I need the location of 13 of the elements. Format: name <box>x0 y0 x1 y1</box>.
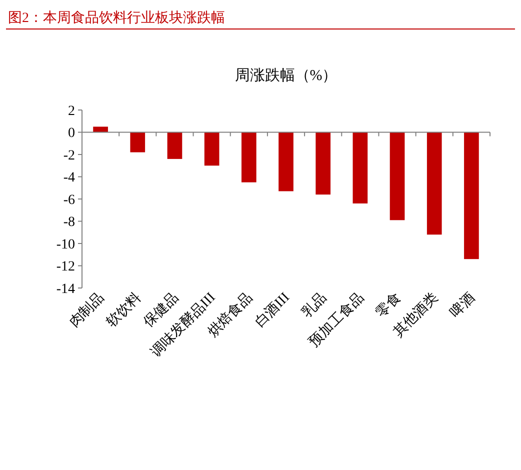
y-tick-label: -10 <box>56 237 75 252</box>
y-tick-label: 2 <box>68 104 75 119</box>
y-tick-label: -8 <box>63 215 75 230</box>
x-tick-label: 零食 <box>372 290 404 321</box>
y-tick-label: -2 <box>63 148 75 164</box>
chart-subtitle: 周涨跌幅（%） <box>234 67 338 84</box>
y-tick-label: -12 <box>56 260 75 275</box>
x-tick-label: 啤酒 <box>447 290 478 321</box>
y-tick-label: 0 <box>68 126 75 142</box>
y-tick-label: -14 <box>56 282 75 297</box>
chart-title: 图2：本周食品饮料行业板块涨跌幅 <box>8 10 225 26</box>
y-tick-label: -4 <box>63 170 75 186</box>
y-tick-label: -6 <box>63 192 75 208</box>
